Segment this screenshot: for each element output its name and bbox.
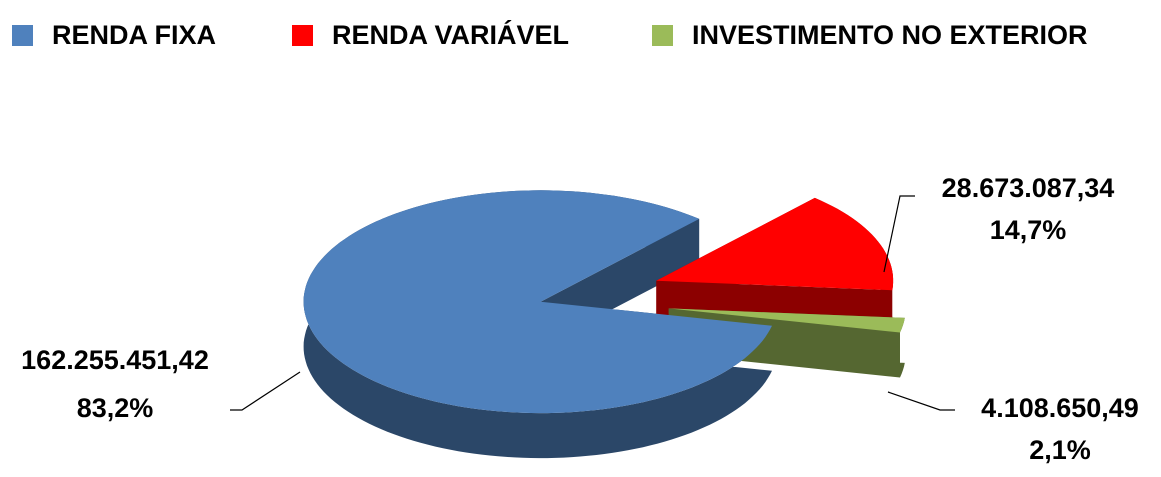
legend-label: RENDA VARIÁVEL: [332, 19, 569, 50]
percent-label: 83,2%: [77, 393, 154, 423]
percent-label: 2,1%: [1029, 435, 1091, 465]
percent-label: 14,7%: [990, 215, 1067, 245]
slice: [656, 197, 894, 291]
legend-swatch: [292, 25, 313, 46]
leader-line: [883, 195, 915, 273]
data-label: 28.673.087,34: [942, 173, 1115, 203]
data-label: 4.108.650,49: [981, 393, 1139, 423]
slice: [668, 308, 905, 333]
legend-swatch: [652, 25, 673, 46]
legend-label: RENDA FIXA: [52, 20, 216, 50]
leader-line: [230, 371, 301, 411]
slice: [303, 190, 772, 414]
legend-swatch: [12, 25, 33, 46]
slice-side: [303, 190, 772, 459]
data-label: 162.255.451,42: [21, 345, 209, 375]
legend-label: INVESTIMENTO NO EXTERIOR: [692, 20, 1088, 50]
leader-line: [887, 391, 955, 411]
slice-tops: [303, 190, 905, 414]
